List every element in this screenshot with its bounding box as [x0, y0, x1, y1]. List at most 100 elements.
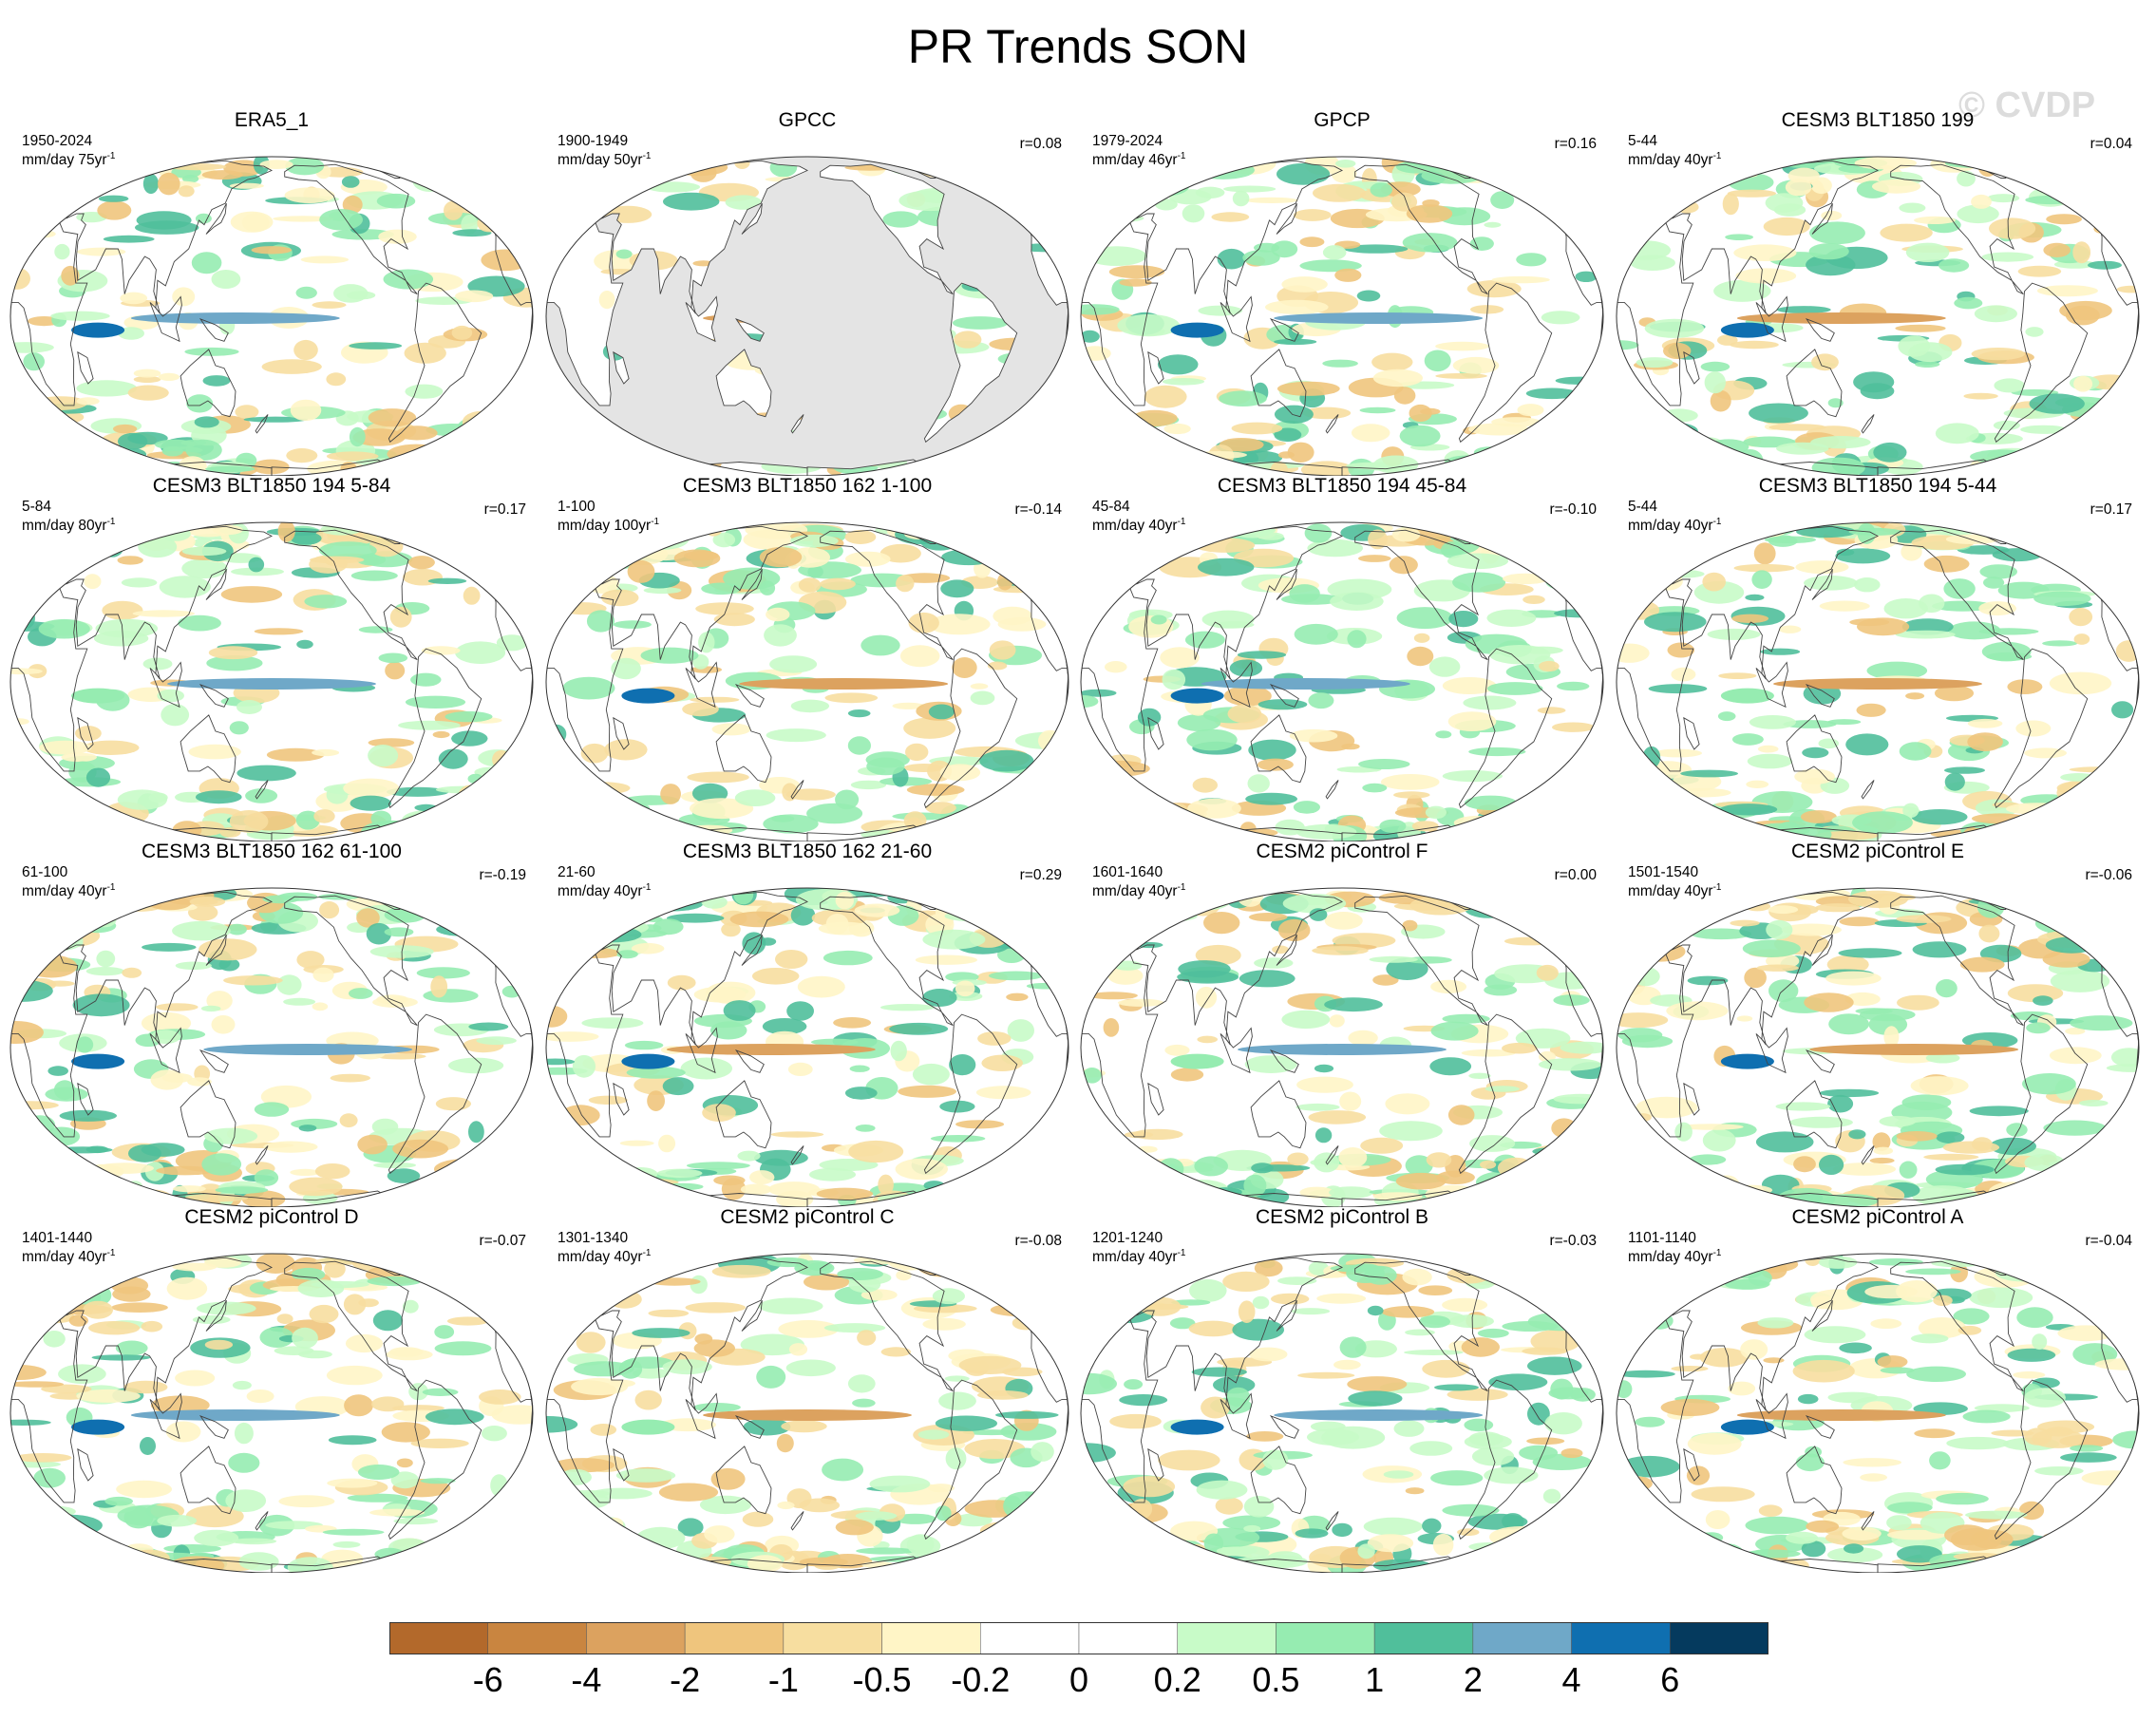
panel-title: GPCC: [778, 109, 837, 131]
panel-years: 1501-1540: [1628, 864, 1699, 880]
colorbar-tick-label: -4: [571, 1660, 602, 1699]
map-panel: CESM2 piControl B 1201-1240 mm/day 40yr-1 r…: [1076, 1206, 1608, 1573]
panel-correlation: r=-0.07: [479, 1233, 526, 1249]
panel-title: CESM2 piControl B: [1255, 1206, 1429, 1228]
panel-title: ERA5_1: [234, 109, 310, 131]
map-outline: [9, 156, 534, 476]
map-panel: GPCP 1979-2024 mm/day 46yr-1 r=0.16: [1076, 109, 1608, 476]
panel-title: GPCP: [1314, 109, 1371, 131]
panel-title: CESM3 BLT1850 162 21-60: [682, 841, 933, 862]
panel-correlation: r=-0.04: [2085, 1233, 2132, 1249]
panel-title: CESM3 BLT1850 194 5-84: [152, 475, 391, 497]
map-outline: [9, 887, 534, 1207]
map-outline: [545, 156, 1069, 476]
panel-correlation: r=-0.10: [1549, 501, 1597, 518]
colorbar-frame: [389, 1622, 1768, 1654]
panel-units: mm/day 40yr-1: [1092, 882, 1186, 900]
panel-correlation: r=0.00: [1554, 867, 1597, 883]
trend-map: [1616, 521, 2140, 841]
map-panel: CESM2 piControl C 1301-1340 mm/day 40yr-1 r…: [541, 1206, 1073, 1573]
map-outline: [1080, 156, 1604, 476]
map-panel: CESM2 piControl E 1501-1540 mm/day 40yr-1 r…: [1612, 841, 2144, 1207]
trend-map: [9, 1253, 534, 1573]
trend-map: [1616, 156, 2140, 476]
panel-years: 1601-1640: [1092, 864, 1163, 880]
panel-units: mm/day 40yr-1: [22, 882, 116, 900]
panel-title: CESM2 piControl C: [720, 1206, 895, 1228]
colorbar: [389, 1622, 1768, 1654]
map-outline: [545, 521, 1069, 841]
panel-years: 5-44: [1628, 499, 1658, 515]
map-outline: [1616, 521, 2140, 841]
colorbar-box: [684, 1622, 785, 1654]
panel-units: mm/day 46yr-1: [1092, 151, 1186, 169]
colorbar-tick-label: -1: [767, 1660, 799, 1699]
colorbar-box: [1571, 1622, 1671, 1654]
panel-units: mm/day 40yr-1: [1628, 1248, 1722, 1266]
map-outline: [9, 1253, 534, 1573]
trend-map: [1616, 1253, 2140, 1573]
panel-correlation: r=0.04: [2090, 136, 2132, 152]
trend-map: [545, 521, 1069, 841]
panel-units: mm/day 50yr-1: [558, 151, 652, 169]
colorbar-box: [980, 1622, 1080, 1654]
colorbar-tick-label: 0.2: [1153, 1660, 1201, 1699]
colorbar-box: [487, 1622, 587, 1654]
colorbar-tick-label: 4: [1561, 1660, 1581, 1699]
panel-years: 21-60: [558, 864, 596, 880]
panel-years: 5-44: [1628, 133, 1658, 149]
trend-map: [1080, 1253, 1604, 1573]
panel-title: CESM3 BLT1850 199: [1781, 109, 1975, 131]
colorbar-tick-label: -6: [472, 1660, 503, 1699]
map-panel: CESM3 BLT1850 162 21-60 21-60 mm/day 40yr-…: [541, 841, 1073, 1207]
colorbar-tick-label: -0.2: [951, 1660, 1011, 1699]
panel-units: mm/day 40yr-1: [1628, 517, 1722, 535]
panel-years: 1401-1440: [22, 1230, 93, 1246]
trend-map: [1080, 156, 1604, 476]
map-outline: [1616, 156, 2140, 476]
colorbar-box: [1276, 1622, 1375, 1654]
colorbar-box: [1177, 1622, 1277, 1654]
colorbar-box: [586, 1622, 686, 1654]
colorbar-tick-label: -0.5: [852, 1660, 912, 1699]
map-outline: [1080, 521, 1604, 841]
panel-correlation: r=-0.03: [1549, 1233, 1597, 1249]
trend-map: [545, 1253, 1069, 1573]
panel-correlation: r=-0.08: [1014, 1233, 1062, 1249]
colorbar-box: [1670, 1622, 1768, 1654]
panel-units: mm/day 40yr-1: [558, 882, 652, 900]
map-outline: [545, 887, 1069, 1207]
colorbar-tick-label: 2: [1463, 1660, 1483, 1699]
panel-years: 1301-1340: [558, 1230, 629, 1246]
panel-years: 5-84: [22, 499, 52, 515]
panel-years: 1950-2024: [22, 133, 93, 149]
map-panel: CESM3 BLT1850 199 5-44 mm/day 40yr-1 r=0.04: [1612, 109, 2144, 476]
panel-years: 1201-1240: [1092, 1230, 1163, 1246]
panel-units: mm/day 40yr-1: [558, 1248, 652, 1266]
panel-correlation: r=0.17: [483, 501, 526, 518]
colorbar-box: [1373, 1622, 1474, 1654]
colorbar-tick-label: 0: [1069, 1660, 1089, 1699]
panel-units: mm/day 80yr-1: [22, 517, 116, 535]
panel-units: mm/day 75yr-1: [22, 151, 116, 169]
panel-correlation: r=-0.19: [479, 867, 526, 883]
panel-units: mm/day 40yr-1: [1628, 882, 1722, 900]
colorbar-tick-label: 1: [1365, 1660, 1385, 1699]
map-panel: CESM3 BLT1850 162 1-100 1-100 mm/day 100yr…: [541, 475, 1073, 841]
map-outline: [545, 1253, 1069, 1573]
map-panel: GPCC 1900-1949 mm/day 50yr-1 r=0.08: [541, 109, 1073, 476]
map-panel: CESM3 BLT1850 194 5-44 5-44 mm/day 40yr-1 r…: [1612, 475, 2144, 841]
map-outline: [1616, 1253, 2140, 1573]
trend-map: [1080, 887, 1604, 1207]
colorbar-box: [783, 1622, 882, 1654]
panel-units: mm/day 40yr-1: [22, 1248, 116, 1266]
panel-correlation: r=0.08: [1019, 136, 1062, 152]
map-outline: [1080, 887, 1604, 1207]
map-panel: CESM3 BLT1850 162 61-100 61-100 mm/day 40y…: [6, 841, 538, 1207]
panel-years: 1-100: [558, 499, 596, 515]
trend-field: [10, 522, 528, 841]
trend-map: [9, 521, 534, 841]
map-outline: [9, 521, 534, 841]
map-panel: ERA5_1 1950-2024 mm/day 75yr-1: [6, 109, 538, 476]
panel-title: CESM2 piControl D: [184, 1206, 359, 1228]
